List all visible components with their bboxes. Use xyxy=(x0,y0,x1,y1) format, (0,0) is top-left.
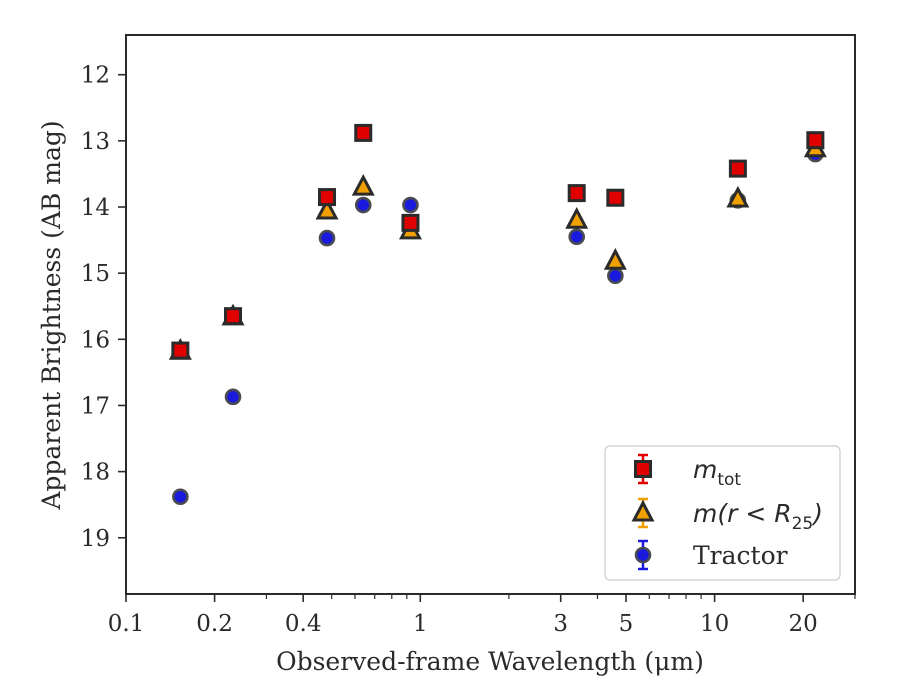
legend-box xyxy=(604,445,841,581)
legend-tractor-point xyxy=(634,546,652,564)
tractor-point xyxy=(568,228,586,246)
y-tick-label: 17 xyxy=(81,393,110,419)
plot-frame xyxy=(125,34,856,595)
y-tick-label: 12 xyxy=(81,63,110,89)
mtot-point xyxy=(401,213,420,232)
x-tick-label: 3 xyxy=(553,611,568,637)
x-tick-label: 1 xyxy=(413,611,428,637)
mtot-point xyxy=(318,188,337,207)
y-tick-label: 19 xyxy=(81,526,110,552)
mr25-point xyxy=(565,207,589,229)
mr25-point xyxy=(315,197,339,220)
mtot-point xyxy=(354,123,373,142)
x-tick-label: 5 xyxy=(619,611,634,637)
y-tick-label: 14 xyxy=(81,195,110,221)
tractor-point xyxy=(318,229,336,247)
y-tick-label: 15 xyxy=(81,261,110,287)
legend-label: mtot xyxy=(693,455,741,490)
legend-mtot-point xyxy=(634,460,652,478)
y-axis-title: Apparent Brightness (AB mag) xyxy=(37,120,66,510)
mr25-point xyxy=(726,185,750,208)
x-tick-label: 20 xyxy=(789,611,818,637)
x-tick-label: 0.2 xyxy=(196,611,233,637)
mtot-point xyxy=(728,159,747,178)
mtot-point xyxy=(567,184,586,203)
tractor-point xyxy=(224,388,242,406)
x-axis-title: Observed-frame Wavelength (μm) xyxy=(276,647,704,676)
mtot-point xyxy=(606,188,625,207)
y-tick-label: 16 xyxy=(81,327,110,353)
tractor-point xyxy=(402,196,419,214)
tractor-point xyxy=(354,196,372,214)
legend-label: m(r < R25) xyxy=(693,499,823,534)
mr25-point xyxy=(603,248,627,270)
y-tick-label: 18 xyxy=(81,460,110,486)
x-tick-label: 10 xyxy=(700,611,729,637)
mtot-point xyxy=(171,341,190,360)
mr25-point xyxy=(351,173,375,196)
x-tick-label: 0.1 xyxy=(108,611,145,637)
y-tick-label: 13 xyxy=(81,129,110,155)
legend: mtot m(r < R25) Tractor xyxy=(604,445,841,581)
mark-layer xyxy=(168,123,827,506)
x-tick-label: 0.4 xyxy=(285,611,322,637)
legend-label: Tractor xyxy=(693,541,788,570)
legend-mr25-point xyxy=(631,499,655,522)
mtot-point xyxy=(806,131,825,150)
tractor-point xyxy=(172,488,189,506)
mtot-point xyxy=(224,307,243,326)
tractor-point xyxy=(607,267,624,285)
